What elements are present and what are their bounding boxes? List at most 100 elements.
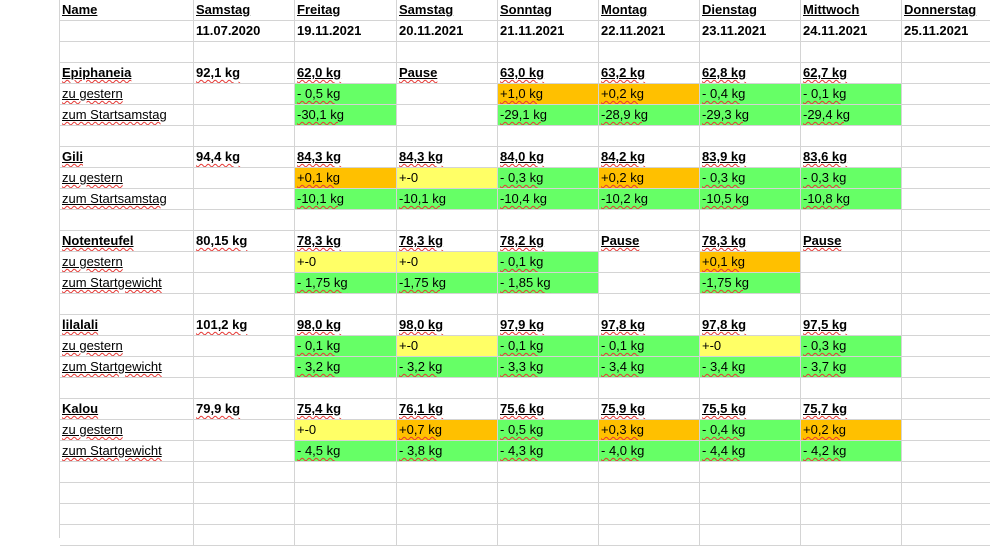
empty-cell[interactable] xyxy=(60,42,194,63)
empty-cell[interactable] xyxy=(194,273,295,294)
empty-cell[interactable] xyxy=(599,504,700,525)
column-header-date[interactable]: 21.11.2021 xyxy=(498,21,599,42)
delta-start-cell[interactable]: -10,4 kg xyxy=(498,189,599,210)
weight-cell[interactable]: 83,9 kg xyxy=(700,147,801,168)
row-label[interactable]: zum Startgewicht xyxy=(60,273,194,294)
participant-name[interactable]: Gili xyxy=(60,147,194,168)
delta-yesterday-cell[interactable]: - 0,5 kg xyxy=(498,420,599,441)
row-label[interactable]: zum Startsamstag xyxy=(60,105,194,126)
delta-yesterday-cell[interactable]: +-0 xyxy=(397,252,498,273)
empty-cell[interactable] xyxy=(599,294,700,315)
empty-cell[interactable] xyxy=(700,126,801,147)
empty-cell[interactable] xyxy=(397,210,498,231)
empty-cell[interactable] xyxy=(902,399,990,420)
empty-cell[interactable] xyxy=(194,126,295,147)
empty-cell[interactable] xyxy=(194,378,295,399)
empty-cell[interactable] xyxy=(801,525,902,546)
delta-yesterday-cell[interactable]: - 0,1 kg xyxy=(295,336,397,357)
delta-start-cell[interactable]: -10,8 kg xyxy=(801,189,902,210)
empty-cell[interactable] xyxy=(194,483,295,504)
empty-cell[interactable] xyxy=(902,483,990,504)
empty-cell[interactable] xyxy=(194,168,295,189)
delta-start-cell[interactable]: - 1,85 kg xyxy=(498,273,599,294)
empty-cell[interactable] xyxy=(801,210,902,231)
empty-cell[interactable] xyxy=(295,483,397,504)
empty-cell[interactable] xyxy=(902,168,990,189)
row-label[interactable]: zu gestern xyxy=(60,252,194,273)
empty-cell[interactable] xyxy=(700,525,801,546)
empty-cell[interactable] xyxy=(397,483,498,504)
empty-cell[interactable] xyxy=(902,525,990,546)
delta-yesterday-cell[interactable]: +0,2 kg xyxy=(599,84,700,105)
weight-cell[interactable]: 97,9 kg xyxy=(498,315,599,336)
delta-start-cell[interactable]: - 4,4 kg xyxy=(700,441,801,462)
empty-cell[interactable] xyxy=(498,210,599,231)
empty-cell[interactable] xyxy=(194,210,295,231)
empty-cell[interactable] xyxy=(700,483,801,504)
delta-yesterday-cell[interactable]: - 0,3 kg xyxy=(700,168,801,189)
empty-cell[interactable] xyxy=(902,315,990,336)
weight-cell[interactable]: 75,7 kg xyxy=(801,399,902,420)
weight-cell[interactable]: 78,3 kg xyxy=(700,231,801,252)
empty-cell[interactable] xyxy=(902,441,990,462)
weight-cell[interactable]: 84,2 kg xyxy=(599,147,700,168)
delta-yesterday-cell[interactable]: +0,1 kg xyxy=(700,252,801,273)
empty-cell[interactable] xyxy=(498,126,599,147)
start-weight[interactable]: 92,1 kg xyxy=(194,63,295,84)
delta-start-cell[interactable]: -10,1 kg xyxy=(295,189,397,210)
empty-cell[interactable] xyxy=(60,378,194,399)
empty-cell[interactable] xyxy=(295,210,397,231)
empty-cell[interactable] xyxy=(194,525,295,546)
empty-cell[interactable] xyxy=(194,42,295,63)
delta-yesterday-cell[interactable]: - 0,3 kg xyxy=(498,168,599,189)
weight-cell[interactable]: 62,7 kg xyxy=(801,63,902,84)
empty-cell[interactable] xyxy=(295,504,397,525)
weight-cell[interactable]: 97,5 kg xyxy=(801,315,902,336)
delta-start-cell[interactable]: - 3,3 kg xyxy=(498,357,599,378)
weight-cell[interactable]: 63,2 kg xyxy=(599,63,700,84)
delta-start-cell[interactable]: -29,3 kg xyxy=(700,105,801,126)
empty-cell[interactable] xyxy=(801,294,902,315)
delta-start-cell[interactable]: -1,75 kg xyxy=(700,273,801,294)
column-header-date[interactable]: 20.11.2021 xyxy=(397,21,498,42)
delta-yesterday-cell[interactable]: - 0,3 kg xyxy=(801,336,902,357)
participant-name[interactable]: Epiphaneia xyxy=(60,63,194,84)
empty-cell[interactable] xyxy=(60,294,194,315)
column-header-day[interactable]: Samstag xyxy=(397,0,498,21)
column-header-day[interactable]: Samstag xyxy=(194,0,295,21)
empty-cell[interactable] xyxy=(498,294,599,315)
empty-cell[interactable] xyxy=(902,210,990,231)
empty-cell[interactable] xyxy=(295,378,397,399)
column-header-day[interactable]: Freitag xyxy=(295,0,397,21)
delta-start-cell[interactable]: -10,2 kg xyxy=(599,189,700,210)
empty-cell[interactable] xyxy=(194,462,295,483)
participant-name[interactable]: Kalou xyxy=(60,399,194,420)
empty-cell[interactable] xyxy=(902,231,990,252)
empty-cell[interactable] xyxy=(902,63,990,84)
empty-cell[interactable] xyxy=(801,462,902,483)
empty-cell[interactable] xyxy=(801,504,902,525)
empty-cell[interactable] xyxy=(902,462,990,483)
weight-cell[interactable]: 75,5 kg xyxy=(700,399,801,420)
empty-cell[interactable] xyxy=(902,84,990,105)
empty-cell[interactable] xyxy=(902,504,990,525)
start-weight[interactable]: 94,4 kg xyxy=(194,147,295,168)
empty-cell[interactable] xyxy=(700,42,801,63)
delta-yesterday-cell[interactable]: +0,1 kg xyxy=(295,168,397,189)
empty-cell[interactable] xyxy=(599,252,700,273)
empty-cell[interactable] xyxy=(397,105,498,126)
empty-cell[interactable] xyxy=(902,189,990,210)
delta-start-cell[interactable]: -29,4 kg xyxy=(801,105,902,126)
empty-cell[interactable] xyxy=(902,420,990,441)
empty-cell[interactable] xyxy=(397,294,498,315)
delta-yesterday-cell[interactable]: - 0,1 kg xyxy=(801,84,902,105)
delta-yesterday-cell[interactable]: - 0,1 kg xyxy=(498,336,599,357)
empty-cell[interactable] xyxy=(700,294,801,315)
column-header-day[interactable]: Mittwoch xyxy=(801,0,902,21)
weight-cell[interactable]: 62,8 kg xyxy=(700,63,801,84)
empty-cell[interactable] xyxy=(295,42,397,63)
empty-cell[interactable] xyxy=(902,42,990,63)
empty-cell[interactable] xyxy=(700,462,801,483)
column-header-date[interactable]: 22.11.2021 xyxy=(599,21,700,42)
weight-cell[interactable]: 75,6 kg xyxy=(498,399,599,420)
